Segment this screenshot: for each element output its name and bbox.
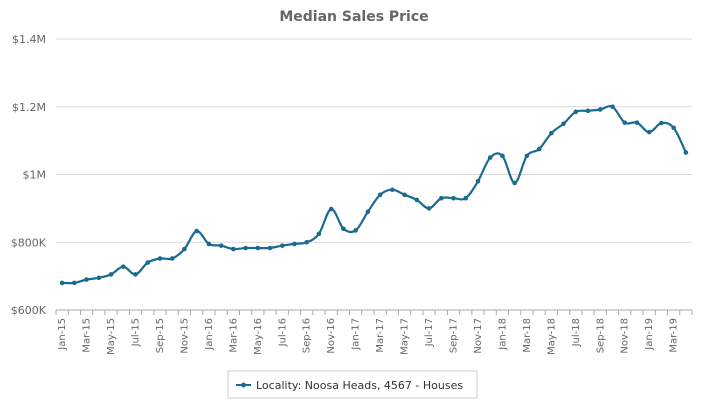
data-point[interactable]: [255, 245, 261, 251]
x-tick-label: Mar-19: [669, 318, 680, 353]
data-point[interactable]: [610, 104, 615, 110]
data-point[interactable]: [231, 246, 236, 252]
x-tick-label: Mar-17: [375, 318, 386, 353]
x-tick-label: May-18: [546, 318, 557, 355]
data-point[interactable]: [169, 256, 175, 261]
data-point[interactable]: [341, 226, 346, 231]
data-point[interactable]: [426, 206, 432, 211]
data-point[interactable]: [133, 272, 138, 277]
y-tick-label: $600K: [11, 304, 47, 317]
data-point[interactable]: [377, 192, 383, 198]
x-tick-label: May-15: [106, 318, 117, 355]
x-tick-label: Mar-18: [522, 318, 533, 353]
x-tick-label: Sep-16: [302, 318, 313, 353]
x-tick-label: Jul-15: [131, 318, 142, 347]
x-tick-label: May-16: [253, 318, 264, 355]
data-point[interactable]: [646, 129, 652, 135]
data-point[interactable]: [597, 107, 603, 112]
data-point[interactable]: [414, 197, 420, 203]
y-tick-label: $800K: [11, 236, 47, 249]
data-point[interactable]: [304, 239, 310, 245]
x-tick-label: Nov-16: [326, 318, 337, 354]
data-point[interactable]: [353, 228, 358, 233]
data-point[interactable]: [267, 245, 273, 251]
data-point[interactable]: [328, 206, 334, 212]
data-point[interactable]: [206, 241, 212, 247]
series-line: [62, 105, 687, 285]
data-point[interactable]: [524, 153, 530, 159]
x-tick-label: Sep-18: [595, 318, 606, 353]
data-point[interactable]: [475, 178, 481, 184]
legend-box: [227, 370, 478, 399]
data-point[interactable]: [145, 260, 151, 265]
y-tick-label: $1M: [23, 169, 47, 182]
x-tick-label: Mar-15: [82, 318, 93, 353]
data-point[interactable]: [390, 187, 395, 193]
data-point[interactable]: [108, 272, 114, 277]
x-tick-label: Mar-16: [228, 318, 239, 353]
x-tick-label: May-17: [400, 318, 411, 355]
data-point[interactable]: [194, 228, 199, 234]
data-point[interactable]: [659, 120, 664, 126]
data-point[interactable]: [96, 275, 102, 281]
legend-series-label: Locality: Noosa Heads, 4567 - Houses: [256, 379, 463, 392]
data-point[interactable]: [120, 264, 126, 269]
x-tick-label: Sep-17: [449, 318, 460, 353]
x-tick-label: Jan-17: [351, 318, 362, 351]
data-point[interactable]: [536, 146, 542, 152]
data-point[interactable]: [402, 192, 407, 198]
y-tick-label: $1.4M: [12, 33, 46, 46]
data-point[interactable]: [279, 243, 285, 248]
data-point[interactable]: [634, 120, 640, 125]
chart-title: Median Sales Price: [279, 9, 428, 25]
x-tick-label: Jan-15: [57, 318, 68, 351]
data-point[interactable]: [365, 209, 371, 215]
data-point[interactable]: [438, 195, 444, 201]
data-point[interactable]: [316, 231, 322, 237]
data-point[interactable]: [500, 153, 505, 159]
x-tick-label: Nov-17: [473, 318, 484, 354]
data-point[interactable]: [243, 245, 248, 251]
series-layer: [59, 104, 689, 286]
x-tick-label: Sep-15: [155, 318, 166, 353]
x-tick-label: Nov-15: [179, 318, 190, 354]
data-point[interactable]: [218, 243, 224, 248]
x-tick-label: Nov-18: [620, 318, 631, 354]
data-point[interactable]: [561, 121, 566, 126]
data-point[interactable]: [157, 256, 163, 261]
data-point[interactable]: [182, 246, 187, 252]
data-point[interactable]: [84, 277, 89, 282]
x-tick-label: Jul-17: [424, 318, 435, 347]
x-tick-label: Jul-18: [571, 318, 582, 347]
x-tick-label: Jul-16: [277, 318, 288, 347]
data-point[interactable]: [683, 150, 689, 155]
data-point[interactable]: [292, 241, 297, 247]
data-point[interactable]: [451, 195, 456, 201]
data-point[interactable]: [549, 130, 554, 136]
data-point[interactable]: [671, 125, 676, 131]
y-axis: $600K $800K $1M $1.2M $1.4M: [11, 33, 47, 317]
data-point[interactable]: [59, 280, 65, 286]
data-point[interactable]: [622, 120, 628, 125]
x-axis: Jan-15 Mar-15 May-15 Jul-15 Sep-15 Nov-15 Jan-…: [55, 309, 693, 355]
data-point[interactable]: [487, 155, 493, 160]
data-point[interactable]: [585, 108, 591, 114]
data-point[interactable]: [512, 180, 517, 186]
y-tick-label: $1.2M: [12, 101, 46, 114]
x-tick-label: Jan-18: [497, 318, 508, 351]
y-gridlines: [56, 38, 692, 243]
data-point[interactable]: [72, 280, 77, 286]
x-tick-label: Jan-16: [204, 318, 215, 351]
legend-series-marker: [241, 382, 246, 388]
legend[interactable]: Locality: Noosa Heads, 4567 - Houses: [227, 370, 478, 399]
data-point[interactable]: [573, 109, 579, 115]
x-tick-label: Jan-19: [644, 318, 655, 351]
data-point[interactable]: [463, 195, 469, 201]
